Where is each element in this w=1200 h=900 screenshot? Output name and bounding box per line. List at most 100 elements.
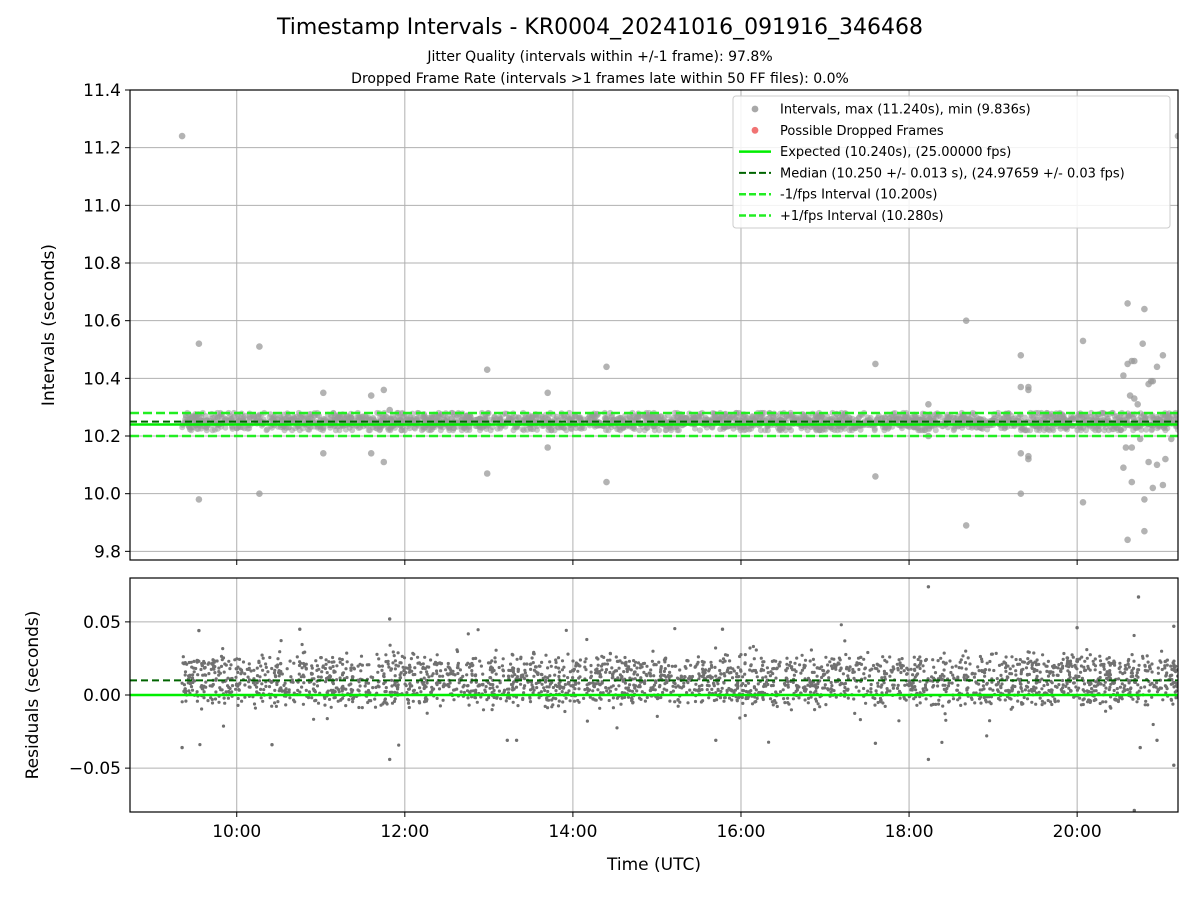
residual-point xyxy=(730,676,735,680)
residual-point xyxy=(511,653,515,657)
residual-point xyxy=(273,668,277,673)
residual-point xyxy=(867,674,872,678)
residual-point xyxy=(211,663,215,667)
residual-point xyxy=(1059,667,1063,671)
residual-point xyxy=(797,685,801,689)
residual-point xyxy=(1009,697,1013,701)
residual-point xyxy=(491,683,495,687)
residual-point xyxy=(761,663,765,668)
residual-point xyxy=(356,678,360,682)
interval-point xyxy=(256,490,263,498)
residual-point xyxy=(923,685,928,690)
interval-point xyxy=(622,412,629,419)
residual-point xyxy=(425,711,429,715)
residual-point xyxy=(584,657,588,661)
residual-point xyxy=(437,687,442,691)
residual-point xyxy=(934,702,938,707)
residual-point xyxy=(585,637,589,642)
residual-point xyxy=(300,642,304,647)
interval-point xyxy=(337,413,344,420)
residual-point xyxy=(1108,669,1112,673)
residual-point xyxy=(941,704,945,708)
residual-point xyxy=(955,688,960,692)
residual-point xyxy=(772,699,776,703)
residual-point xyxy=(996,688,1000,692)
residual-point xyxy=(851,667,855,672)
residual-point xyxy=(589,674,594,678)
residual-point xyxy=(732,669,736,673)
residual-point xyxy=(249,669,253,673)
residual-point xyxy=(223,701,227,705)
residual-point xyxy=(885,660,889,664)
residual-point xyxy=(252,668,256,672)
residual-point xyxy=(298,660,302,664)
residual-point xyxy=(465,663,469,667)
residual-point xyxy=(1163,664,1167,668)
interval-point xyxy=(781,415,788,422)
interval-point xyxy=(1128,444,1136,451)
interval-point xyxy=(764,427,771,434)
residual-point xyxy=(980,659,984,664)
interval-point xyxy=(214,409,221,416)
residual-point xyxy=(497,689,501,693)
interval-point xyxy=(796,414,803,421)
interval-point xyxy=(1153,363,1161,371)
residual-point xyxy=(754,688,758,692)
residual-point xyxy=(323,703,327,707)
residual-point xyxy=(1152,685,1156,689)
residual-point xyxy=(1064,684,1068,689)
residual-point xyxy=(1137,663,1141,667)
residual-point xyxy=(689,663,693,667)
residual-point xyxy=(564,696,568,700)
residual-point xyxy=(671,689,676,693)
interval-point xyxy=(263,427,270,434)
interval-point xyxy=(283,415,290,422)
residual-point xyxy=(490,659,494,663)
residual-point xyxy=(382,674,386,678)
residual-point xyxy=(543,675,547,679)
residual-point xyxy=(412,652,416,656)
residual-point xyxy=(1061,657,1065,662)
residual-point xyxy=(277,689,281,693)
residual-point xyxy=(1069,662,1073,666)
residual-point xyxy=(429,690,433,695)
residual-point xyxy=(1032,651,1036,655)
residual-point xyxy=(180,700,184,704)
interval-point xyxy=(872,473,879,480)
residual-point xyxy=(611,673,615,677)
residual-point xyxy=(918,661,923,666)
residual-point xyxy=(1098,659,1103,663)
residual-point xyxy=(863,676,867,680)
residual-point xyxy=(338,676,342,680)
interval-point xyxy=(544,389,551,397)
residual-point xyxy=(746,681,751,685)
intervals-axes-frame xyxy=(129,89,1179,561)
interval-point xyxy=(871,427,878,434)
residual-point xyxy=(393,697,397,701)
residual-point xyxy=(650,659,655,663)
residual-point xyxy=(589,663,593,668)
residual-point xyxy=(299,675,303,679)
interval-point xyxy=(421,415,428,422)
residual-point xyxy=(987,668,992,672)
residual-point xyxy=(874,689,878,693)
residual-point xyxy=(713,665,717,670)
residual-point xyxy=(633,670,637,674)
residual-point xyxy=(1074,685,1078,689)
interval-point xyxy=(433,414,440,420)
residual-point xyxy=(278,650,282,654)
residual-point xyxy=(252,702,257,706)
interval-point xyxy=(1081,413,1088,420)
interval-point xyxy=(1124,300,1131,307)
residual-point xyxy=(1081,698,1085,702)
residual-point xyxy=(948,659,952,663)
residual-point xyxy=(324,676,329,681)
residual-point xyxy=(226,676,230,680)
residual-point xyxy=(1056,673,1060,678)
residual-point xyxy=(918,655,922,659)
residual-point xyxy=(1173,690,1177,694)
residual-point xyxy=(1014,669,1018,673)
residual-point xyxy=(1078,657,1082,661)
residual-point xyxy=(560,659,565,663)
legend-label-expected: Expected (10.240s), (25.00000 fps) xyxy=(780,145,1011,160)
